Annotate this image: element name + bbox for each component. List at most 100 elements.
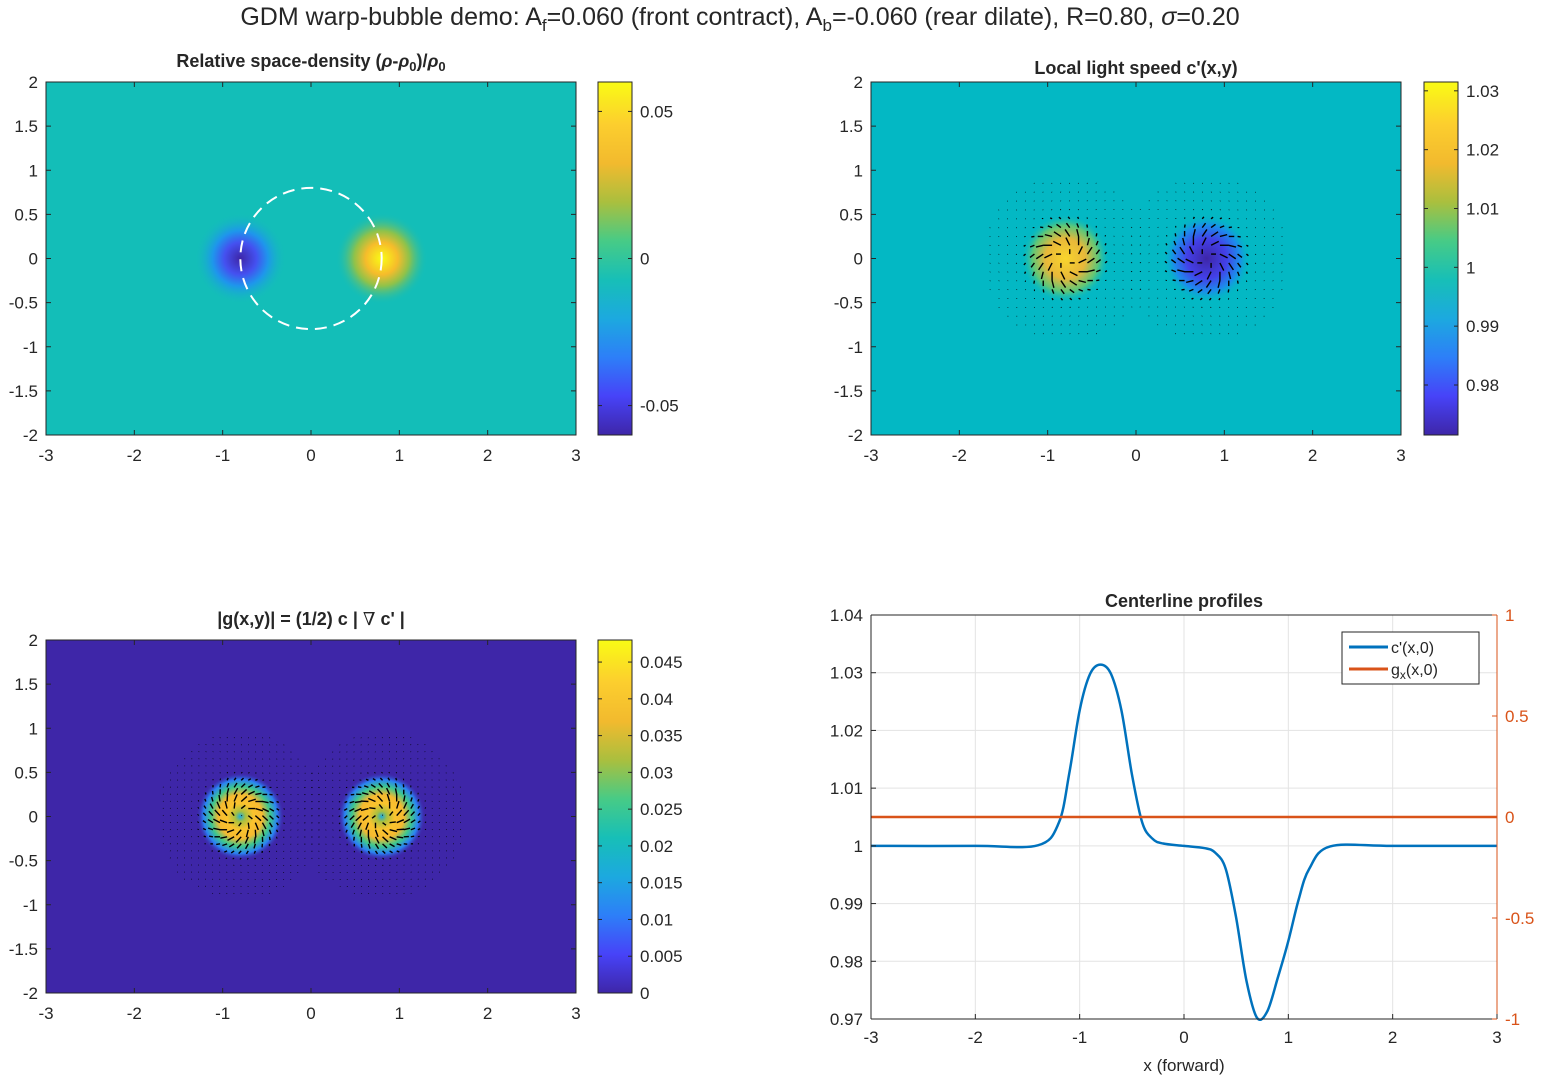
quiver-arrow — [1188, 246, 1195, 255]
quiver-arrow — [233, 794, 238, 802]
quiver-arrow — [220, 836, 228, 839]
quiver-arrow — [1015, 262, 1018, 264]
quiver-arrow — [373, 771, 376, 774]
quiver-arrow — [240, 777, 245, 781]
quiver-arrow — [1047, 262, 1053, 271]
figure-suptitle: GDM warp-bubble demo: Af=0.060 (front co… — [240, 3, 1239, 35]
quiver-arrow — [1218, 297, 1221, 301]
quiver-arrow — [1031, 235, 1035, 238]
quiver-arrow — [1029, 244, 1035, 248]
quiver-arrow — [1086, 246, 1093, 255]
y-tick-label: 1.5 — [14, 117, 38, 136]
quiver-arrow — [1207, 288, 1212, 295]
quiver-arrow — [1076, 229, 1080, 237]
quiver-arrow — [395, 777, 398, 781]
quiver-arrow — [1185, 258, 1194, 264]
quiver-arrow — [1157, 253, 1159, 255]
quiver-arrow — [1078, 279, 1087, 284]
profiles-lines — [870, 663, 1498, 1022]
quiver-arrow — [403, 795, 406, 802]
quiver-arrow — [410, 835, 415, 838]
quiver-arrow — [374, 843, 380, 850]
y-tick-label: -0.5 — [9, 852, 38, 871]
quiver-arrow — [1078, 258, 1087, 264]
quiver-arrow — [1201, 216, 1205, 220]
quiver-arrow — [283, 822, 285, 825]
quiver-arrow — [354, 800, 362, 804]
quiver-arrow — [1104, 260, 1108, 264]
quiver-arrow — [1096, 279, 1100, 282]
quiver-arrow — [386, 782, 391, 788]
quiver-arrow — [233, 787, 239, 795]
quiver-arrow — [396, 819, 405, 824]
quiver-arrow — [1078, 288, 1084, 292]
x-tick-label: 3 — [571, 446, 580, 465]
quiver-arrow — [362, 815, 369, 821]
quiver-arrow — [1051, 297, 1054, 301]
quiver-arrow — [382, 850, 386, 855]
quiver-arrow — [262, 800, 269, 804]
quiver-arrow — [387, 777, 391, 781]
quiver-arrow — [1113, 253, 1115, 255]
quiver-arrow — [202, 820, 207, 824]
lightspeed-quiver — [989, 182, 1283, 335]
quiver-arrow — [1201, 229, 1208, 237]
quiver-arrow — [1051, 289, 1055, 294]
quiver-arrow — [1194, 279, 1203, 286]
quiver-arrow — [363, 785, 369, 789]
quiver-arrow — [1206, 271, 1212, 280]
colorbar-tick-label: 1 — [1466, 258, 1475, 277]
quiver-arrow — [381, 771, 383, 774]
quiver-arrow — [1194, 271, 1203, 277]
x-tick-label: 1 — [395, 1004, 404, 1023]
quiver-arrow — [1191, 297, 1194, 300]
quiver-arrow — [1060, 297, 1064, 301]
quiver-arrow — [218, 794, 221, 802]
quiver-arrow — [240, 783, 246, 788]
x-tick-label: 0 — [306, 1004, 315, 1023]
y-tick-label: 2 — [29, 631, 38, 650]
quiver-arrow — [1192, 229, 1196, 237]
quiver-arrow — [1032, 271, 1036, 277]
quiver-arrow — [367, 836, 371, 844]
quiver-arrow — [228, 843, 235, 848]
quiver-arrow — [1023, 253, 1027, 257]
x-tick-label: 2 — [483, 446, 492, 465]
quiver-arrow — [213, 827, 221, 831]
quiver-arrow — [239, 857, 242, 860]
quiver-arrow — [240, 771, 243, 774]
quiver-arrow — [1069, 297, 1073, 301]
panel-lightspeed-colorbar — [1423, 81, 1459, 436]
panel-lightspeed-title: Local light speed c'(x,y) — [1034, 58, 1237, 78]
quiver-arrow — [389, 836, 397, 841]
quiver-arrow — [410, 797, 413, 802]
quiver-arrow — [1217, 289, 1221, 294]
density-dilation-blob — [194, 212, 287, 305]
quiver-arrow — [332, 815, 334, 817]
quiver-arrow — [1236, 271, 1240, 277]
quiver-arrow — [359, 829, 363, 837]
quiver-arrow — [1095, 240, 1099, 246]
quiver-arrow — [209, 803, 214, 809]
quiver-arrow — [253, 843, 257, 849]
y-tick-label: 0.5 — [839, 205, 863, 224]
quiver-arrow — [231, 811, 235, 817]
quiver-arrow — [1069, 271, 1078, 277]
x-tick-label: 1 — [395, 446, 404, 465]
quiver-arrow — [1076, 223, 1080, 228]
quiver-arrow — [403, 827, 411, 831]
quiver-arrow — [344, 800, 348, 804]
quiver-arrow — [396, 857, 399, 860]
quiver-arrow — [379, 777, 384, 781]
quiver-arrow — [1157, 261, 1159, 264]
quiver-arrow — [403, 809, 410, 817]
quiver-arrow — [370, 783, 376, 788]
quiver-arrow — [345, 829, 348, 833]
panel-gmag: |g(x,y)| = (1/2) c | ∇ c' | -3 -2 -1 0 1 2 3-2… — [9, 609, 683, 1023]
panel-density-colorbar-ticks: -0.05 0 0.05 — [598, 102, 679, 416]
quiver-arrow — [1181, 288, 1185, 291]
y-tick-label: 2 — [29, 73, 38, 92]
quiver-arrow — [345, 836, 348, 840]
quiver-arrow — [389, 850, 393, 854]
quiver-arrow — [1047, 225, 1053, 229]
